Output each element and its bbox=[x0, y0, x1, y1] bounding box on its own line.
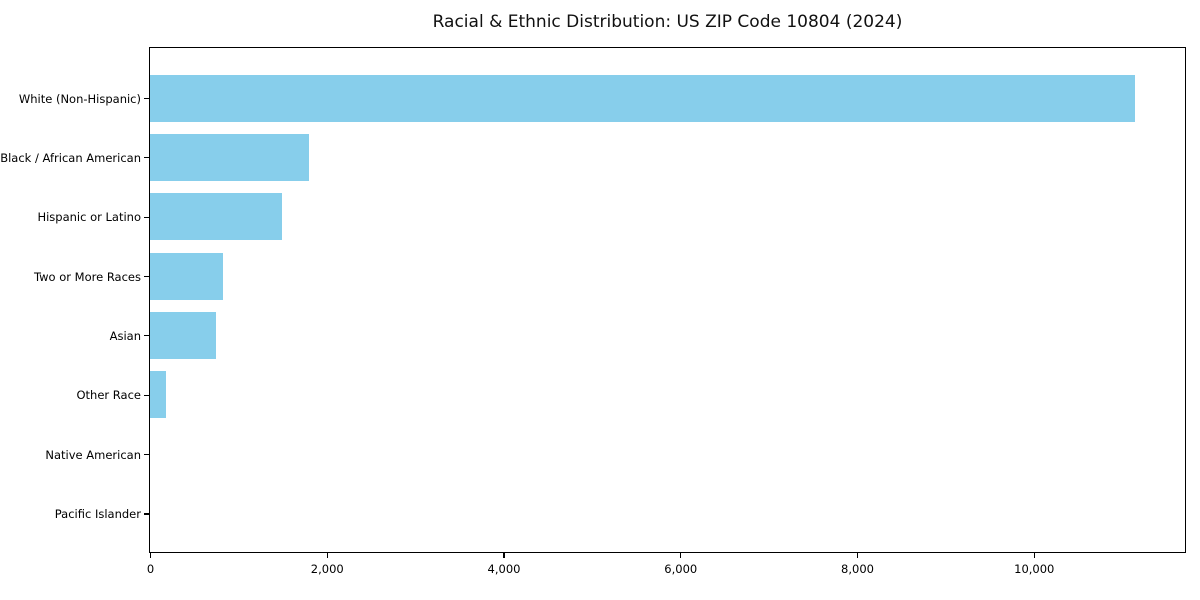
y-tick-mark bbox=[144, 335, 149, 337]
y-tick-label-asian: Asian bbox=[109, 328, 141, 343]
x-tick-label-6000: 6,000 bbox=[664, 562, 698, 576]
y-tick-label-pacific-islander: Pacific Islander bbox=[54, 506, 141, 521]
x-tick-label-10000: 10,000 bbox=[1014, 562, 1055, 576]
y-tick-label-black-african-american: Black / African American bbox=[0, 150, 141, 165]
bar-hispanic-or-latino bbox=[150, 193, 282, 241]
y-tick-mark bbox=[144, 216, 149, 218]
x-tick-label-8000: 8,000 bbox=[841, 562, 874, 576]
x-tick-mark bbox=[1033, 553, 1035, 558]
bar-white-non-hispanic bbox=[150, 74, 1135, 122]
y-tick-label-native-american: Native American bbox=[45, 447, 141, 462]
y-tick-label-other-race: Other Race bbox=[76, 388, 142, 403]
y-tick-label-white-non-hispanic: White (Non-Hispanic) bbox=[18, 91, 141, 106]
x-tick-mark bbox=[856, 553, 859, 558]
y-tick-label-two-or-more-races: Two or More Races bbox=[34, 269, 141, 284]
x-tick-label-4000: 4,000 bbox=[487, 562, 521, 576]
bar-other-race bbox=[150, 371, 166, 419]
x-tick-mark bbox=[149, 553, 152, 558]
y-tick-mark bbox=[144, 97, 149, 100]
y-tick-mark bbox=[144, 513, 149, 515]
y-tick-mark bbox=[144, 157, 149, 159]
x-tick-mark bbox=[503, 553, 505, 558]
x-tick-label-2000: 2,000 bbox=[310, 562, 344, 576]
plot-area bbox=[149, 47, 1186, 553]
x-tick-mark bbox=[326, 553, 328, 558]
chart-title: Racial & Ethnic Distribution: US ZIP Cod… bbox=[432, 12, 903, 32]
x-tick-label-0: 0 bbox=[146, 562, 155, 576]
bar-black-african-american bbox=[150, 133, 310, 181]
y-tick-label-hispanic-or-latino: Hispanic or Latino bbox=[37, 210, 141, 225]
y-tick-mark bbox=[144, 454, 149, 456]
y-tick-mark bbox=[144, 275, 149, 278]
x-tick-mark bbox=[680, 553, 682, 558]
bar-two-or-more-races bbox=[150, 252, 223, 300]
y-tick-mark bbox=[144, 394, 149, 396]
bar-asian bbox=[150, 311, 217, 359]
